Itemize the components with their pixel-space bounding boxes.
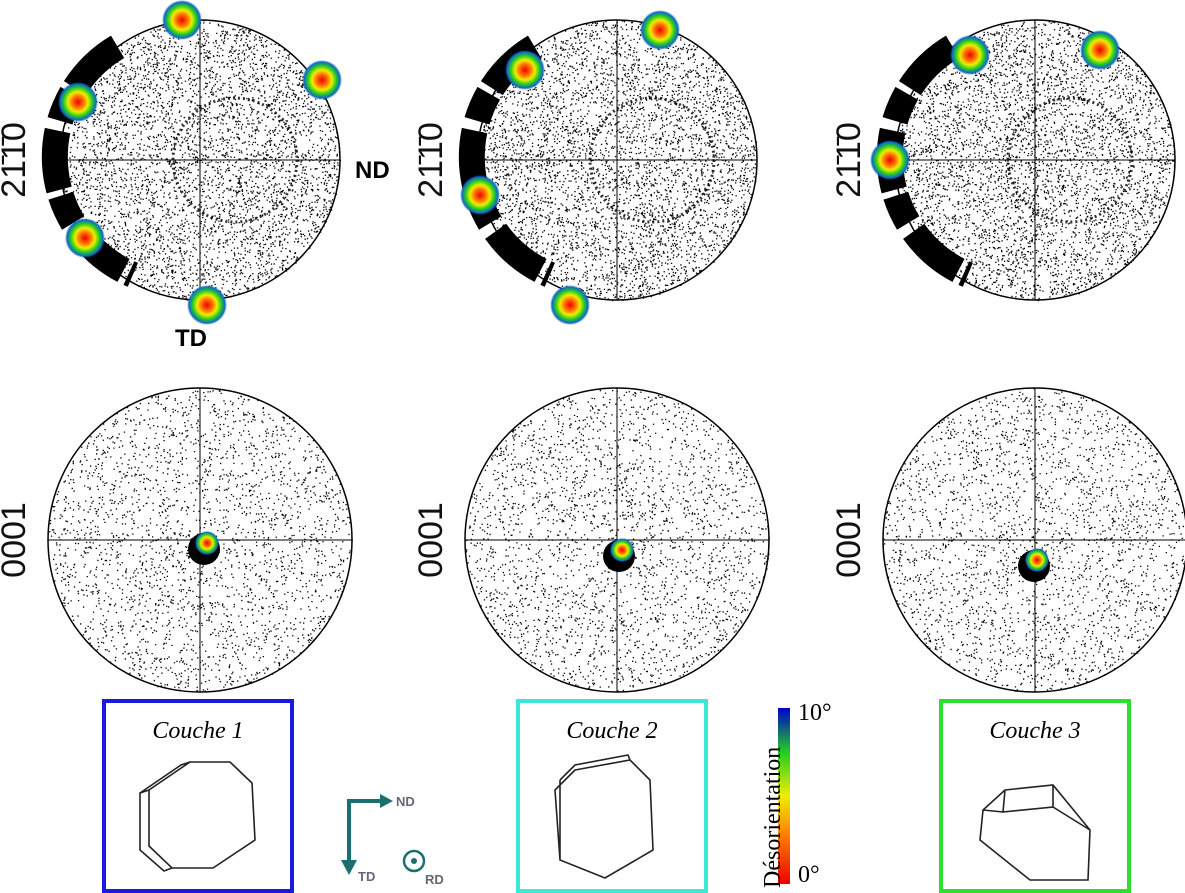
pole-blob (1080, 30, 1120, 70)
colorbar (778, 708, 790, 884)
rim-band (458, 35, 556, 287)
rim-band (41, 35, 139, 287)
pole-label: 21̄1̄0 (830, 122, 868, 198)
pole-blob (505, 50, 545, 90)
pole-blob (550, 285, 590, 325)
pole-label: 21̄1̄0 (0, 122, 33, 198)
pole-label: 21̄1̄0 (412, 122, 450, 198)
layer-box (939, 699, 1131, 893)
td-label: TD (175, 325, 207, 352)
colorbar-min: 0° (798, 862, 820, 888)
scatter-dots (477, 20, 758, 302)
colorbar-title: Désorientation (760, 747, 786, 888)
layer-label: Couche 2 (566, 718, 657, 744)
pole-label: 0001 (412, 502, 450, 578)
layer-label: Couche 3 (989, 718, 1080, 744)
pole-blob (162, 0, 202, 40)
layer-box (102, 699, 294, 893)
crystal (139, 754, 1091, 881)
frame-td: TD (358, 869, 375, 884)
pole-blob (187, 285, 227, 325)
pole-blob (58, 82, 98, 122)
pole-blob (610, 538, 634, 562)
pole-blob (302, 60, 342, 100)
pole-label: 0001 (830, 502, 868, 578)
pole-blob (950, 35, 990, 75)
pole-blob (195, 531, 219, 555)
frame-rd: RD (425, 872, 444, 887)
pole-blob (460, 175, 500, 215)
frame-nd: ND (396, 794, 415, 809)
nd-label: ND (355, 157, 390, 184)
pole-blob (870, 140, 910, 180)
layer-box (516, 699, 708, 893)
pole-label: 0001 (0, 502, 33, 578)
layer-label: Couche 1 (152, 718, 243, 744)
pole-blob (65, 218, 105, 258)
pole-blob (640, 10, 680, 50)
frame-icon (341, 794, 426, 875)
pole-blob (1025, 548, 1049, 572)
colorbar-max: 10° (798, 700, 832, 726)
scatter-dots (465, 389, 770, 693)
